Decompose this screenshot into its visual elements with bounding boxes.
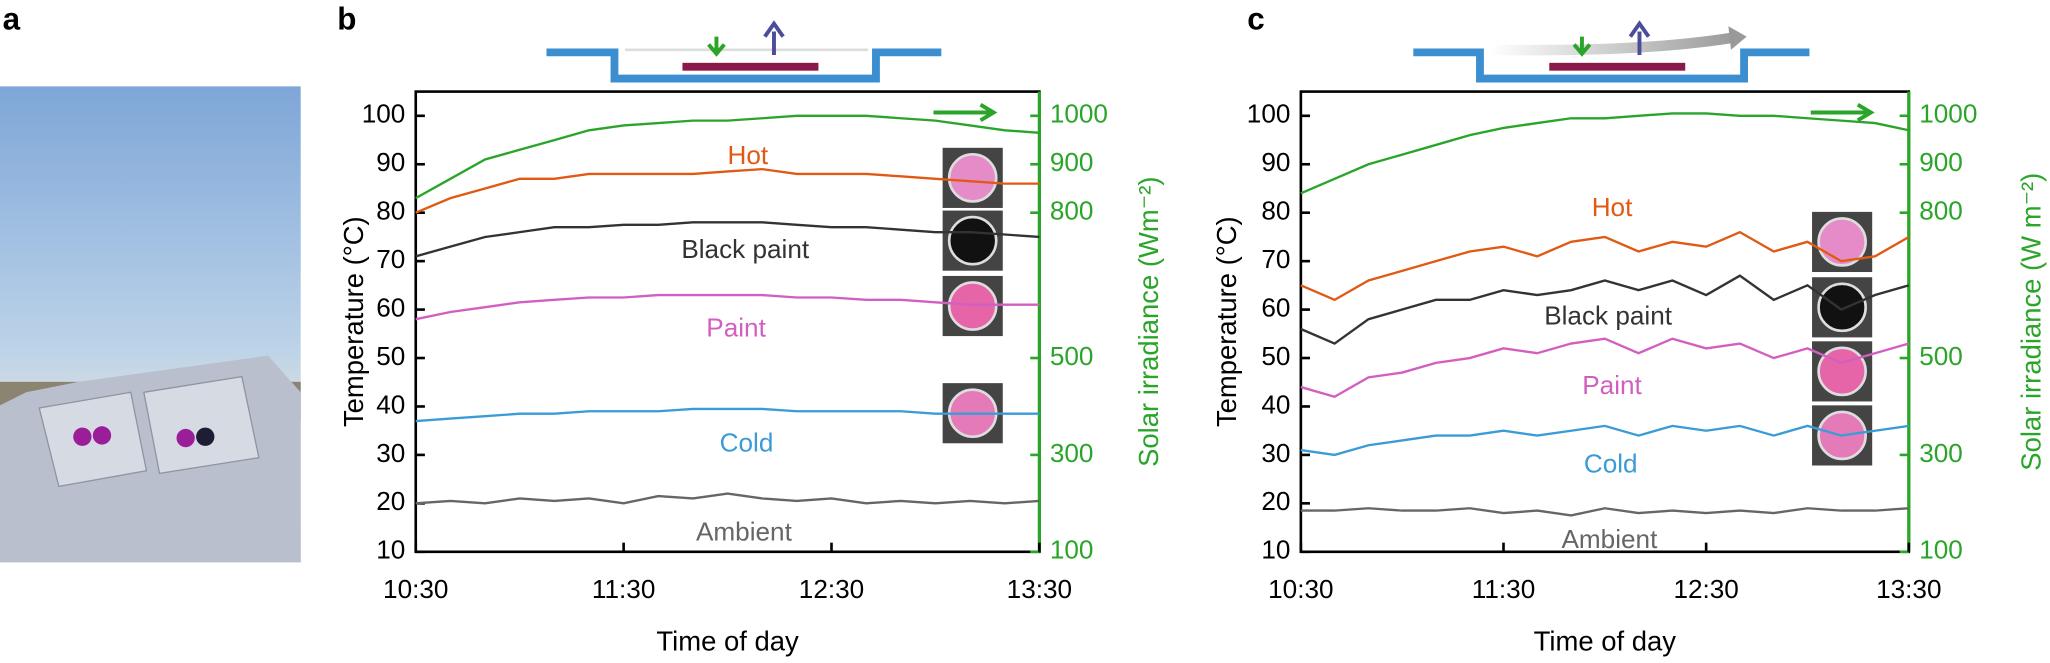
series-line xyxy=(1300,507,1909,517)
series-line xyxy=(1300,112,1910,195)
y2-tick-label: 1000 xyxy=(1919,99,1977,129)
schematic xyxy=(546,20,1810,83)
y2-tick-label: 900 xyxy=(1919,147,1963,177)
y2-axis-label: Solar irradiance (Wm⁻²) xyxy=(1133,176,1164,466)
y-tick-label: 80 xyxy=(1261,196,1290,226)
sun-arrows xyxy=(933,102,1875,123)
x-axis-label: Time of day xyxy=(656,626,799,657)
series-line xyxy=(415,114,1040,200)
series-line xyxy=(1300,424,1909,457)
y-tick-label: 50 xyxy=(1261,341,1290,371)
series-label: Hot xyxy=(728,140,769,170)
x-tick-label: 13:30 xyxy=(1876,574,1941,604)
y-tick-label: 10 xyxy=(376,535,405,565)
y2-tick-label: 100 xyxy=(1050,535,1094,565)
y-tick-label: 50 xyxy=(376,341,405,371)
series-line xyxy=(415,221,1040,258)
series-line xyxy=(1300,337,1910,399)
x-tick-label: 11:30 xyxy=(1472,574,1535,604)
series-label: Ambient xyxy=(696,516,793,546)
series-line xyxy=(415,492,1040,505)
y-tick-label: 60 xyxy=(1261,292,1290,322)
photo xyxy=(0,86,301,563)
series-label: Hot xyxy=(1592,192,1633,222)
series-label: Paint xyxy=(706,312,766,342)
series-line xyxy=(415,293,1040,321)
y-axis-label: Temperature (°C) xyxy=(1211,216,1242,427)
y-axis-label: Temperature (°C) xyxy=(338,216,369,427)
y-tick-label: 40 xyxy=(1261,389,1290,419)
y-tick-label: 90 xyxy=(1261,147,1290,177)
y2-tick-label: 800 xyxy=(1919,196,1963,226)
y-tick-label: 80 xyxy=(376,196,405,226)
series-line xyxy=(1300,274,1910,345)
y2-tick-label: 300 xyxy=(1050,438,1094,468)
x-tick-label: 12:30 xyxy=(799,574,864,604)
y2-tick-label: 1000 xyxy=(1050,99,1108,129)
series-line xyxy=(415,407,1040,423)
y2-axis-label: Solar irradiance (W m⁻²) xyxy=(2015,173,2046,471)
y-tick-label: 20 xyxy=(376,486,405,516)
y2-tick-label: 800 xyxy=(1050,196,1094,226)
x-axis-label: Time of day xyxy=(1534,626,1677,657)
series-label: Black paint xyxy=(681,234,810,264)
y-tick-label: 40 xyxy=(376,389,405,419)
series-label: Paint xyxy=(1582,370,1642,400)
x-tick-label: 12:30 xyxy=(1673,574,1738,604)
y2-tick-label: 500 xyxy=(1050,341,1094,371)
panel-label: b xyxy=(337,1,356,36)
x-tick-label: 10:30 xyxy=(1268,574,1333,604)
y-tick-label: 90 xyxy=(376,147,405,177)
y2-tick-label: 500 xyxy=(1919,341,1963,371)
series-label: Ambient xyxy=(1561,524,1658,554)
series-label: Black paint xyxy=(1544,301,1673,331)
y-tick-label: 30 xyxy=(1261,438,1290,468)
series-label: Cold xyxy=(1584,448,1638,478)
series-label: Cold xyxy=(720,427,774,457)
y-tick-label: 20 xyxy=(1261,486,1290,516)
y2-tick-label: 300 xyxy=(1919,438,1963,468)
x-tick-label: 13:30 xyxy=(1007,574,1072,604)
x-tick-label: 11:30 xyxy=(592,574,655,604)
y-tick-label: 10 xyxy=(1261,535,1290,565)
y-tick-label: 60 xyxy=(376,292,405,322)
y-tick-label: 100 xyxy=(1247,99,1291,129)
panel-label: c xyxy=(1247,1,1264,36)
y-tick-label: 70 xyxy=(376,244,405,274)
series-line xyxy=(1300,230,1910,302)
y-tick-label: 100 xyxy=(362,99,406,129)
sample-insets xyxy=(942,147,1873,466)
y2-tick-label: 900 xyxy=(1050,147,1094,177)
panel-label: a xyxy=(3,1,21,36)
x-tick-label: 10:30 xyxy=(383,574,448,604)
y2-tick-label: 100 xyxy=(1919,535,1963,565)
series-line xyxy=(415,167,1040,214)
y-tick-label: 70 xyxy=(1261,244,1290,274)
y-tick-label: 30 xyxy=(376,438,405,468)
